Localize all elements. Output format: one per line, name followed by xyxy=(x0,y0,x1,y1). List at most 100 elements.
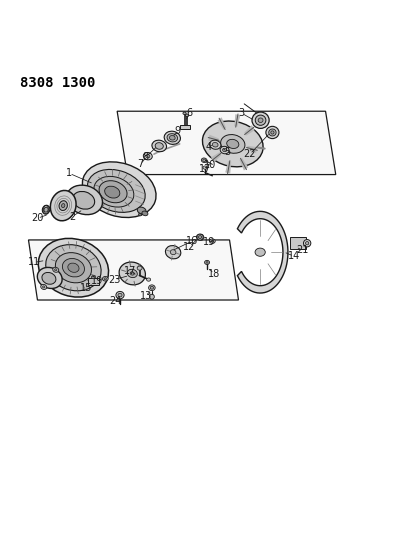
Text: 20: 20 xyxy=(31,213,43,223)
Text: 16: 16 xyxy=(185,236,198,246)
Ellipse shape xyxy=(169,135,175,140)
Text: 5: 5 xyxy=(224,147,230,157)
Ellipse shape xyxy=(165,246,180,259)
Ellipse shape xyxy=(37,268,62,288)
Ellipse shape xyxy=(201,158,207,163)
Ellipse shape xyxy=(66,185,102,215)
Ellipse shape xyxy=(43,286,45,288)
Text: 8308 1300: 8308 1300 xyxy=(20,77,95,91)
Ellipse shape xyxy=(164,131,180,144)
Ellipse shape xyxy=(44,207,48,212)
Ellipse shape xyxy=(87,169,145,212)
Text: 17: 17 xyxy=(124,266,137,277)
Text: 4: 4 xyxy=(205,142,211,152)
Ellipse shape xyxy=(155,143,163,149)
Polygon shape xyxy=(117,111,335,175)
Text: 17: 17 xyxy=(198,164,211,174)
Polygon shape xyxy=(289,237,306,249)
Ellipse shape xyxy=(102,277,108,281)
Text: 21: 21 xyxy=(295,245,308,255)
Ellipse shape xyxy=(198,236,201,238)
Ellipse shape xyxy=(265,126,278,139)
Text: 6: 6 xyxy=(186,108,192,118)
Ellipse shape xyxy=(91,276,95,279)
Ellipse shape xyxy=(303,239,310,247)
Polygon shape xyxy=(211,152,221,163)
Ellipse shape xyxy=(196,234,203,240)
Text: 19: 19 xyxy=(202,237,215,247)
Ellipse shape xyxy=(305,241,308,245)
Polygon shape xyxy=(234,114,240,127)
Ellipse shape xyxy=(53,267,58,272)
Text: 23: 23 xyxy=(108,274,120,285)
Ellipse shape xyxy=(252,112,268,128)
Text: 8: 8 xyxy=(142,152,148,162)
Text: 11: 11 xyxy=(28,257,40,268)
Ellipse shape xyxy=(209,140,220,149)
Text: 12: 12 xyxy=(183,242,195,252)
Ellipse shape xyxy=(61,204,65,208)
Ellipse shape xyxy=(220,147,229,154)
Polygon shape xyxy=(237,212,287,293)
Ellipse shape xyxy=(270,131,273,134)
Ellipse shape xyxy=(146,278,150,281)
Text: 15: 15 xyxy=(79,282,92,293)
Polygon shape xyxy=(208,135,218,142)
Ellipse shape xyxy=(82,162,156,217)
Ellipse shape xyxy=(104,278,106,280)
Ellipse shape xyxy=(99,181,127,203)
Ellipse shape xyxy=(202,166,207,169)
Polygon shape xyxy=(179,125,189,129)
Ellipse shape xyxy=(182,112,186,115)
Text: 10: 10 xyxy=(203,160,216,170)
Ellipse shape xyxy=(104,186,119,198)
Ellipse shape xyxy=(209,239,215,244)
Text: 3: 3 xyxy=(238,108,244,118)
Ellipse shape xyxy=(212,142,218,147)
Text: 9: 9 xyxy=(174,126,180,136)
Ellipse shape xyxy=(149,294,154,299)
Ellipse shape xyxy=(143,152,152,160)
Ellipse shape xyxy=(137,207,146,214)
Ellipse shape xyxy=(118,293,122,297)
Ellipse shape xyxy=(46,245,101,291)
Ellipse shape xyxy=(94,176,133,207)
Text: 22: 22 xyxy=(243,149,256,159)
Text: 1: 1 xyxy=(66,168,72,179)
Ellipse shape xyxy=(222,148,226,152)
Text: 19: 19 xyxy=(90,276,103,286)
Ellipse shape xyxy=(185,114,188,117)
Ellipse shape xyxy=(166,134,177,142)
Ellipse shape xyxy=(119,262,145,285)
Polygon shape xyxy=(244,125,254,136)
Ellipse shape xyxy=(268,129,275,136)
Text: 18: 18 xyxy=(207,269,220,279)
Text: 7: 7 xyxy=(137,159,143,169)
Polygon shape xyxy=(217,117,225,130)
Ellipse shape xyxy=(42,205,49,214)
Ellipse shape xyxy=(130,272,134,275)
Ellipse shape xyxy=(138,213,141,216)
Polygon shape xyxy=(28,240,238,300)
Ellipse shape xyxy=(42,272,56,284)
Ellipse shape xyxy=(50,190,76,221)
Ellipse shape xyxy=(72,191,94,209)
Ellipse shape xyxy=(55,253,91,283)
Text: 13: 13 xyxy=(139,291,151,301)
Polygon shape xyxy=(246,146,256,153)
Ellipse shape xyxy=(137,266,142,270)
Ellipse shape xyxy=(67,263,79,272)
Ellipse shape xyxy=(204,261,209,264)
Polygon shape xyxy=(225,161,231,174)
Ellipse shape xyxy=(59,201,67,211)
Ellipse shape xyxy=(54,269,57,271)
Ellipse shape xyxy=(202,159,205,161)
Ellipse shape xyxy=(127,269,137,278)
Text: 24: 24 xyxy=(110,296,122,306)
Ellipse shape xyxy=(148,285,155,290)
Polygon shape xyxy=(239,158,247,171)
Ellipse shape xyxy=(255,115,265,125)
Ellipse shape xyxy=(152,140,166,152)
Ellipse shape xyxy=(62,259,84,277)
Polygon shape xyxy=(88,278,99,285)
